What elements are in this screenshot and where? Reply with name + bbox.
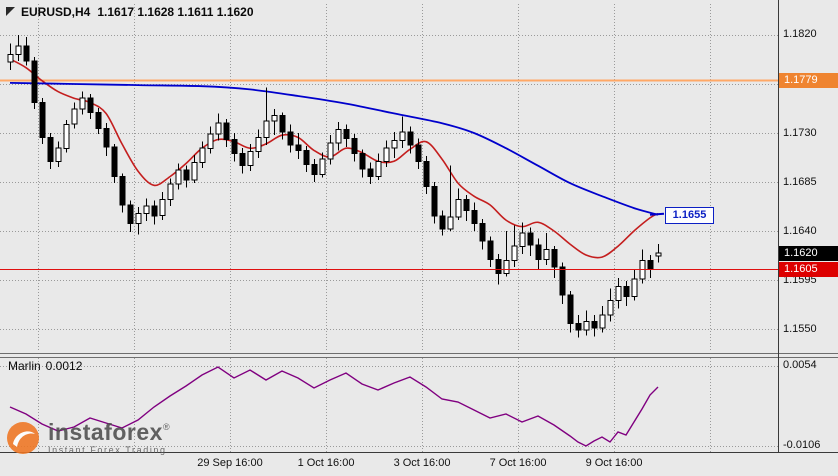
time-axis[interactable]: 29 Sep 16:00 1 Oct 16:00 3 Oct 16:00 7 O… (0, 453, 838, 476)
instaforex-watermark: instaforex ® Instant Forex Trading (6, 421, 170, 455)
time-tick: 1 Oct 16:00 (297, 457, 355, 469)
price-tick: 1.1595 (783, 274, 817, 286)
price-tick: 1.1640 (783, 225, 817, 237)
ma-price-label: 1.1655 (665, 207, 714, 224)
time-tick: 7 Oct 16:00 (489, 457, 547, 469)
registered-mark: ® (162, 422, 170, 432)
price-axis[interactable]: 1.1820 1.1775 1.1730 1.1685 1.1640 1.159… (779, 0, 838, 452)
time-tick: 3 Oct 16:00 (393, 457, 451, 469)
price-tick: 1.1550 (783, 323, 817, 335)
instaforex-logo-icon (7, 422, 39, 454)
indicator-label: Marlin 0.0012 (8, 359, 82, 373)
brand-name: instaforex (48, 419, 163, 445)
time-tick: 9 Oct 16:00 (585, 457, 643, 469)
indicator-value: 0.0012 (45, 359, 83, 373)
brand-tagline: Instant Forex Trading (48, 445, 167, 455)
support-badge: 1.1605 (779, 262, 838, 277)
price-tick: 1.1730 (783, 127, 817, 139)
bid-badge: 1.1620 (779, 246, 838, 261)
chart-title: EURUSD,H4 1.1617 1.1628 1.1611 1.1620 (21, 5, 254, 19)
ohlc-readout: 1.1617 1.1628 1.1611 1.1620 (97, 5, 254, 19)
indicator-tick: 0.0054 (783, 359, 817, 371)
price-tick: 1.1820 (783, 28, 817, 40)
chart-shift-marker-icon (6, 7, 15, 16)
resistance-badge: 1.1779 (779, 73, 838, 88)
price-tick: 1.1685 (783, 176, 817, 188)
main-chart-area[interactable] (0, 0, 778, 353)
time-tick: 29 Sep 16:00 (197, 457, 263, 469)
indicator-name: Marlin (8, 359, 41, 373)
symbol-timeframe: EURUSD,H4 (21, 5, 91, 19)
indicator-tick: -0.0106 (783, 439, 821, 451)
